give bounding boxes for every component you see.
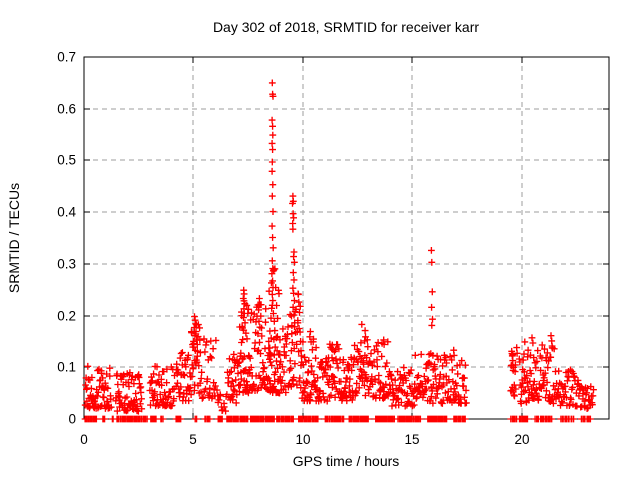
y-tick-label: 0.7 bbox=[57, 50, 76, 65]
y-tick-label: 0.5 bbox=[57, 153, 76, 168]
y-tick-label: 0.6 bbox=[57, 102, 76, 117]
x-axis-label: GPS time / hours bbox=[293, 453, 400, 469]
y-tick-label: 0.3 bbox=[57, 257, 76, 272]
x-tick-label: 0 bbox=[80, 432, 88, 447]
srmtid-data-points bbox=[81, 79, 597, 423]
y-tick-label: 0.2 bbox=[57, 309, 76, 324]
y-tick-label: 0.1 bbox=[57, 360, 76, 375]
x-tick-label: 5 bbox=[189, 432, 197, 447]
y-tick-label: 0 bbox=[68, 412, 76, 427]
data-points-series bbox=[81, 79, 597, 423]
x-tick-label: 20 bbox=[514, 432, 529, 447]
x-tick-label: 10 bbox=[295, 432, 310, 447]
chart-title: Day 302 of 2018, SRMTID for receiver kar… bbox=[213, 19, 479, 35]
x-tick-label: 15 bbox=[404, 432, 419, 447]
y-axis-label: SRMTID / TECUs bbox=[6, 183, 22, 293]
y-tick-label: 0.4 bbox=[57, 205, 76, 220]
tick-labels: 0 0.1 0.2 0.3 0.4 0.5 0.6 0.7 0 5 10 15 20 bbox=[57, 50, 529, 448]
